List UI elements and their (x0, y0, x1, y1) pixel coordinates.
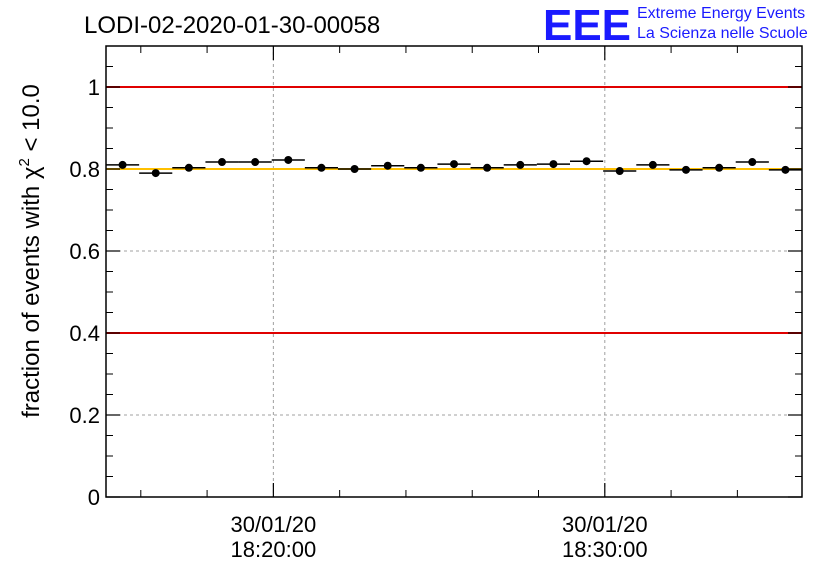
data-point-3 (218, 158, 226, 167)
data-point-19 (748, 158, 757, 167)
y-axis-title-suffix: < 10.0 (18, 84, 45, 158)
y-tick-label-5: 1 (88, 75, 100, 100)
data-point-9 (416, 163, 425, 172)
y-axis-title-prefix: fraction of events with (18, 179, 45, 418)
x-tick-label-time-0: 18:20:00 (231, 537, 317, 562)
axis-ticks (106, 46, 802, 498)
y-tick-label-4: 0.8 (69, 157, 100, 182)
x-tick-label-time-1: 18:30:00 (562, 537, 648, 562)
y-axis-title-superscript: 2 (16, 158, 33, 166)
y-tick-label-3: 0.6 (69, 239, 100, 264)
data-points (106, 155, 802, 178)
data-point-11 (483, 163, 492, 172)
data-point-18 (715, 163, 724, 172)
data-point-14 (582, 157, 591, 166)
data-point-7 (350, 165, 359, 173)
y-axis-title: fraction of events with χ2 < 10.0 (16, 84, 45, 418)
reference-lines (106, 86, 802, 334)
y-tick-label-1: 0.2 (69, 403, 100, 428)
logo-line-1: Extreme Energy Events (637, 5, 805, 22)
data-point-20 (781, 165, 790, 174)
y-tick-label-0: 0 (88, 485, 100, 510)
chart-title: LODI-02-2020-01-30-00058 (84, 12, 380, 39)
plot-frame (105, 45, 803, 498)
data-point-16 (648, 160, 657, 169)
x-tick-label-date-0: 30/01/20 (231, 512, 317, 537)
tick-labels: 00.20.40.60.8130/01/2018:20:0030/01/2018… (69, 75, 647, 562)
data-point-12 (516, 160, 525, 169)
data-point-2 (184, 163, 193, 172)
data-point-17 (682, 165, 690, 174)
data-point-0 (118, 160, 127, 169)
data-point-15 (615, 167, 624, 176)
data-point-1 (151, 169, 160, 178)
eee-logo: EEE Extreme Energy Events La Scienza nel… (543, 1, 808, 50)
logo-line-2: La Scienza nelle Scuole (637, 25, 808, 42)
x-tick-label-date-1: 30/01/20 (562, 512, 648, 537)
y-axis-title-symbol: χ (18, 166, 45, 179)
data-point-8 (383, 161, 392, 170)
data-point-4 (251, 158, 260, 167)
data-point-13 (549, 160, 558, 169)
gridlines (106, 46, 802, 497)
data-point-5 (284, 155, 293, 164)
data-point-10 (450, 160, 458, 169)
data-point-6 (317, 163, 326, 172)
logo-letters: EEE (543, 1, 631, 50)
y-tick-label-2: 0.4 (69, 321, 100, 346)
